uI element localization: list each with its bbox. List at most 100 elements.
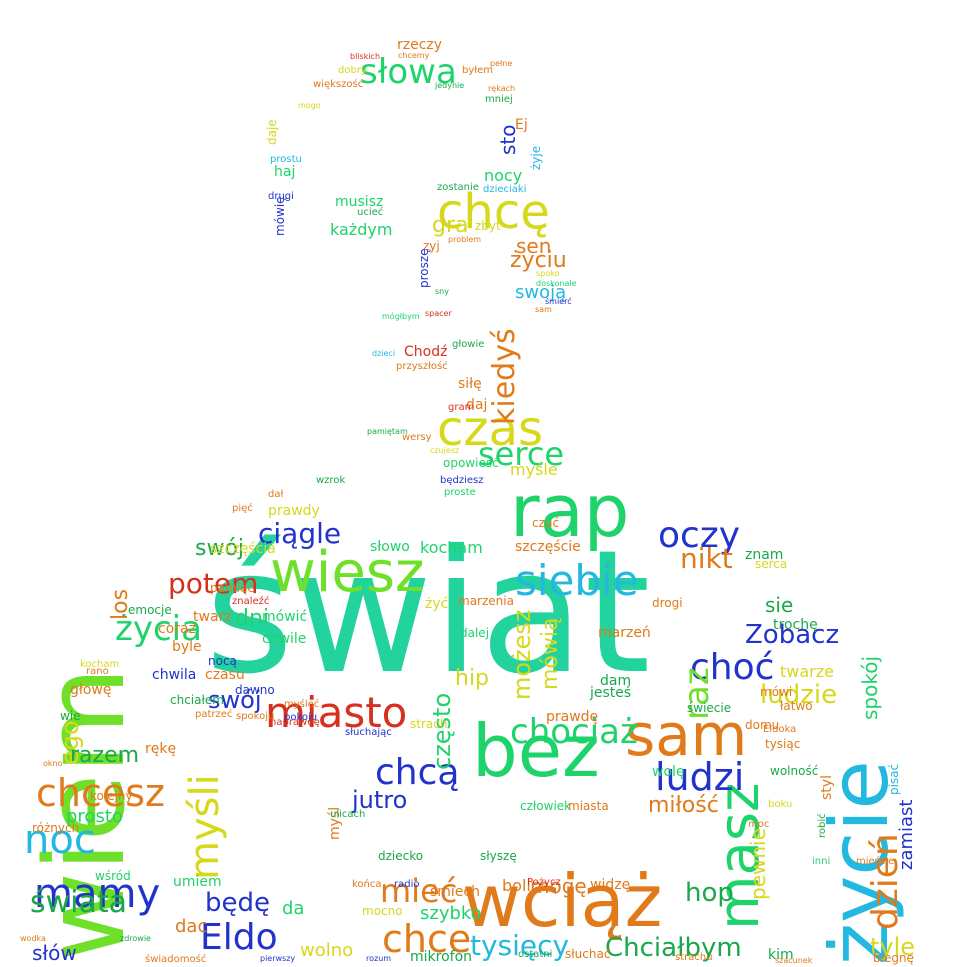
cloud-word: Chciałbym xyxy=(605,933,742,963)
cloud-word: rzeczy xyxy=(397,37,443,53)
cloud-word: Ej xyxy=(515,117,528,133)
cloud-word: każdym xyxy=(330,220,393,239)
cloud-word: będę xyxy=(205,888,270,918)
cloud-word: słyszę xyxy=(480,849,517,863)
cloud-word: pewnie xyxy=(746,828,770,900)
cloud-word: mieć xyxy=(380,872,458,910)
cloud-word: dam xyxy=(600,673,632,689)
cloud-word: twarz xyxy=(193,609,232,625)
cloud-word: sam xyxy=(535,305,552,314)
cloud-word: proszę xyxy=(417,248,431,288)
cloud-word: ciągle xyxy=(258,517,342,550)
cloud-word: mocno xyxy=(362,904,403,918)
cloud-word: Chodź xyxy=(404,344,448,360)
cloud-word: styl xyxy=(819,775,835,800)
cloud-word: ucieć xyxy=(357,207,384,218)
cloud-word: różnych xyxy=(32,821,80,835)
cloud-word: rap xyxy=(510,469,630,553)
cloud-word: pięć xyxy=(232,503,253,514)
cloud-word: wzrok xyxy=(316,475,346,486)
cloud-word: wciąż xyxy=(462,859,663,943)
cloud-word: dalej xyxy=(460,626,490,640)
cloud-word: hop xyxy=(685,878,734,908)
cloud-word: strachu xyxy=(675,952,713,963)
cloud-word: swoją xyxy=(515,282,567,303)
cloud-word: Pożycz xyxy=(527,877,561,888)
cloud-word: żyje xyxy=(529,145,543,170)
cloud-word: wie xyxy=(60,709,81,723)
cloud-word: coraz xyxy=(158,621,196,637)
cloud-word: serce xyxy=(478,435,565,473)
cloud-word: domu xyxy=(745,718,780,732)
cloud-word: siłę xyxy=(458,376,482,392)
cloud-word: mogo xyxy=(298,101,321,110)
cloud-word: spokój xyxy=(858,655,882,720)
cloud-word: swój xyxy=(208,686,262,714)
cloud-word: kocham xyxy=(420,538,483,557)
cloud-word: mogę xyxy=(530,874,587,898)
cloud-word: Eldoka xyxy=(763,724,797,735)
cloud-word: Zobacz xyxy=(745,620,840,650)
cloud-word: tysiąc xyxy=(765,737,801,751)
cloud-word: chcę xyxy=(437,184,550,240)
cloud-word: dac xyxy=(175,916,208,937)
cloud-word: zyj xyxy=(423,239,440,253)
cloud-word: mógłbym xyxy=(382,312,420,321)
cloud-word: słuchać xyxy=(565,947,611,961)
cloud-word: nocą xyxy=(208,654,237,668)
cloud-word: szybko xyxy=(420,903,482,924)
cloud-word: pisać xyxy=(887,763,901,795)
cloud-word: większość xyxy=(313,79,364,90)
cloud-word: ludzie xyxy=(760,680,838,710)
cloud-word: mniej xyxy=(485,94,513,105)
cloud-word: hip xyxy=(455,666,490,691)
cloud-word: mówić xyxy=(262,609,308,625)
cloud-word: gram xyxy=(448,402,475,413)
cloud-word: kim xyxy=(768,947,794,963)
cloud-word: pamięć xyxy=(210,581,254,595)
cloud-word: wolno xyxy=(300,940,354,961)
cloud-word: drugi xyxy=(268,191,294,202)
cloud-word: da xyxy=(282,898,305,919)
cloud-word: bliskich xyxy=(350,52,381,61)
cloud-word: dzieci xyxy=(372,349,396,358)
cloud-word: wolność xyxy=(770,764,819,778)
cloud-word: myśleć xyxy=(284,699,320,710)
cloud-word: opowieść xyxy=(443,456,499,470)
cloud-word: doskonale xyxy=(536,279,577,288)
cloud-word: choć xyxy=(690,647,775,688)
cloud-word: śmierć xyxy=(545,297,572,306)
cloud-word: daje xyxy=(265,119,279,145)
cloud-word: jesteś xyxy=(590,685,632,701)
cloud-word: tysięcy xyxy=(470,929,570,962)
cloud-word: dawno xyxy=(235,683,275,697)
cloud-word: czujesz xyxy=(430,446,460,455)
cloud-word: rękę xyxy=(145,741,177,757)
cloud-word: mówię xyxy=(273,196,287,236)
cloud-word: kiedyś xyxy=(487,328,522,425)
cloud-word: ulicach xyxy=(330,809,366,820)
cloud-word: miłość xyxy=(648,793,719,818)
cloud-word: gra xyxy=(432,213,469,238)
cloud-word: problem xyxy=(448,235,482,244)
cloud-word: tyle xyxy=(870,933,916,961)
cloud-word: patrzeć xyxy=(195,709,233,720)
cloud-word: chcesz xyxy=(36,771,165,815)
cloud-word: sam xyxy=(625,701,748,769)
cloud-word: myśle xyxy=(510,460,558,479)
cloud-word: chociaż xyxy=(510,712,638,752)
cloud-word: łatwo xyxy=(780,699,813,713)
cloud-word: mieście xyxy=(856,856,895,867)
cloud-word: szacunek xyxy=(775,956,813,965)
cloud-word: miasta xyxy=(568,799,609,813)
cloud-word: możesz xyxy=(508,609,536,700)
cloud-word: czas xyxy=(437,401,544,457)
cloud-word: końca xyxy=(352,879,382,890)
cloud-word: sny xyxy=(435,287,449,296)
cloud-word: słów xyxy=(32,941,77,965)
cloud-word: siebie xyxy=(515,556,639,605)
cloud-word: emocje xyxy=(128,603,172,617)
cloud-word: okno xyxy=(43,759,63,768)
cloud-word: rękach xyxy=(488,84,516,93)
cloud-word: marzenia xyxy=(458,594,514,608)
